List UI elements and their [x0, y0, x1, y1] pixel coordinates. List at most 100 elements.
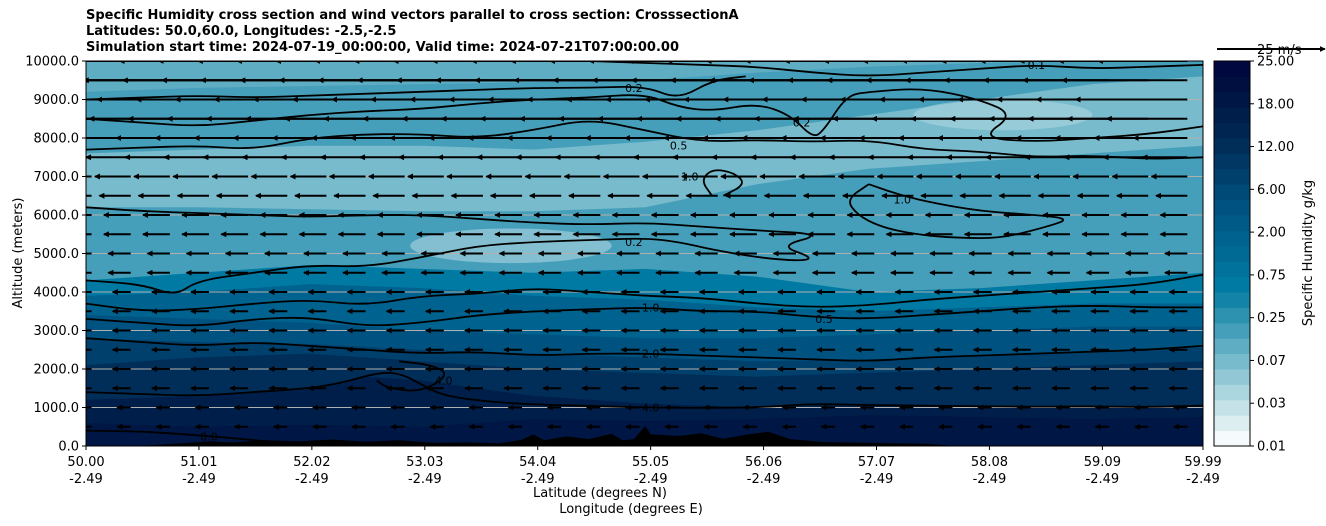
contour-label: 0.1	[1028, 59, 1046, 72]
wind-key: 25 m/s	[1217, 43, 1326, 58]
contour-label: 4.0	[642, 402, 660, 415]
x-tick-label-lon: -2.49	[182, 472, 216, 487]
colorbar-segment	[1214, 307, 1250, 324]
contour-layer: 8.04.04.02.01.00.50.21.01.00.50.20.20.1	[86, 59, 1203, 445]
colorbar-segment	[1214, 430, 1250, 447]
x-tick-label-lon: -2.49	[408, 472, 442, 487]
terrain	[86, 426, 1203, 446]
x-tick-label-lat: 57.07	[858, 455, 895, 470]
colorbar-segment	[1214, 184, 1250, 201]
y-tick-label: 9000.0	[34, 93, 80, 108]
contour-label: 0.2	[625, 236, 643, 249]
y-tick-label: 1000.0	[34, 401, 80, 416]
y-tick-label: 0.0	[58, 440, 79, 455]
y-tick-label: 5000.0	[34, 247, 80, 262]
colorbar-segment	[1214, 199, 1250, 216]
y-tick-label: 3000.0	[34, 324, 80, 339]
x-tick-label-lat: 59.09	[1084, 455, 1121, 470]
x-tick-label-lat: 50.00	[67, 455, 104, 470]
x-tick-label-lon: -2.49	[747, 472, 781, 487]
y-tick-label: 2000.0	[34, 363, 80, 378]
colorbar-tick-label: 12.00	[1257, 140, 1294, 155]
colorbar-tick-label: 0.01	[1257, 440, 1286, 455]
contour-1.0-4	[86, 305, 1203, 327]
colorbar: 0.01 0.03 0.07 0.25 0.75 2.00 6.00 12.00 18.00 25…	[1213, 55, 1294, 455]
x-tick-label-lat: 56.06	[745, 455, 782, 470]
contour-label: 0.2	[625, 82, 643, 95]
colorbar-segment	[1214, 153, 1250, 170]
colorbar-tick-label: 0.75	[1257, 268, 1286, 283]
x-axis-label-lat: Latitude (degrees N)	[533, 486, 667, 501]
x-tick-label-lon: -2.49	[1086, 472, 1120, 487]
contour-label: 8.0	[200, 430, 218, 443]
y-tick-label: 8000.0	[34, 132, 80, 147]
colorbar-segment	[1214, 76, 1250, 93]
colorbar-segment	[1214, 292, 1250, 308]
x-tick-label-lon: -2.49	[69, 472, 103, 487]
colorbar-tick-label: 6.00	[1257, 183, 1286, 198]
colorbar-tick-label: 18.00	[1257, 97, 1294, 112]
title-line-3: Simulation start time: 2024-07-19_00:00:…	[86, 40, 679, 55]
contour-4.0-1	[86, 371, 1203, 409]
colorbar-segment	[1214, 91, 1250, 108]
wind-vector-layer	[86, 61, 1188, 430]
colorbar-segment	[1214, 138, 1250, 154]
y-tick-label: 7000.0	[34, 170, 80, 185]
x-tick-label-lat: 51.01	[180, 455, 217, 470]
colorbar-segment	[1214, 399, 1250, 416]
colorbar-segment	[1214, 61, 1250, 77]
colorbar-segment	[1214, 415, 1250, 432]
contour-0.2-11	[86, 75, 746, 101]
colorbar-tick-label: 0.25	[1257, 311, 1286, 326]
contour-label: 1.0	[642, 301, 660, 314]
x-tick-label-lon: -2.49	[1186, 472, 1220, 487]
contour-1.0-8	[702, 169, 743, 197]
colorbar-segment	[1214, 338, 1250, 355]
contour-label: 1.0	[893, 194, 911, 207]
y-tick-label: 6000.0	[34, 209, 80, 224]
terrain-layer	[86, 426, 1203, 446]
contour-0.5-5	[86, 273, 1203, 312]
plot-area: 8.04.04.02.01.00.50.21.01.00.50.20.20.1	[86, 59, 1203, 446]
colorbar-tick-label: 2.00	[1257, 226, 1286, 241]
x-tick-label-lat: 53.03	[406, 455, 443, 470]
contour-label: 4.0	[435, 375, 453, 388]
contour-0.2-10	[86, 88, 1203, 142]
colorbar-segment	[1214, 384, 1250, 401]
y-tick-label: 10000.0	[25, 55, 79, 70]
humidity-patch-2	[879, 184, 1082, 231]
colorbar-segment	[1214, 122, 1250, 139]
title-line-2: Latitudes: 50.0,60.0, Longitudes: -2.5,-…	[86, 24, 397, 39]
contour-1.0-7	[849, 183, 1065, 240]
colorbar-segment	[1214, 245, 1250, 262]
contour-label: 0.5	[815, 313, 833, 326]
contour-2.0-3	[86, 337, 1203, 362]
colorbar-frame	[1213, 60, 1251, 447]
colorbar-segment	[1214, 276, 1250, 293]
colorbar-segment	[1214, 215, 1250, 231]
wind-key-label: 25 m/s	[1257, 43, 1302, 58]
title-line-1: Specific Humidity cross section and wind…	[86, 8, 739, 23]
y-tick-label: 4000.0	[34, 286, 80, 301]
chart-title: Specific Humidity cross section and wind…	[86, 8, 739, 56]
colorbar-tick-label: 0.07	[1257, 354, 1286, 369]
colorbar-tick-label: 0.03	[1257, 397, 1286, 412]
contour-label: 2.0	[642, 348, 660, 361]
humidity-patch-1	[913, 99, 1093, 131]
x-tick-label-lon: -2.49	[973, 472, 1007, 487]
colorbar-segment	[1214, 230, 1250, 247]
x-tick-label-lat: 58.08	[971, 455, 1008, 470]
x-tick-label-lat: 55.05	[632, 455, 669, 470]
contour-8.0-0	[86, 429, 310, 445]
contour-0.5-9	[86, 120, 1203, 160]
colorbar-segment	[1214, 168, 1250, 185]
x-axis-label-lon: Longitude (degrees E)	[559, 502, 703, 517]
contour-label: 0.5	[670, 140, 688, 153]
axes-layer: 0.0 1000.0 2000.0 3000.0 4000.0 5000.0 6000.0 7…	[25, 55, 1221, 488]
x-tick-label-lat: 52.02	[293, 455, 330, 470]
x-tick-label-lat: 59.99	[1184, 455, 1221, 470]
colorbar-segment	[1214, 369, 1250, 385]
x-tick-label-lon: -2.49	[521, 472, 555, 487]
x-tick-label-lon: -2.49	[295, 472, 329, 487]
